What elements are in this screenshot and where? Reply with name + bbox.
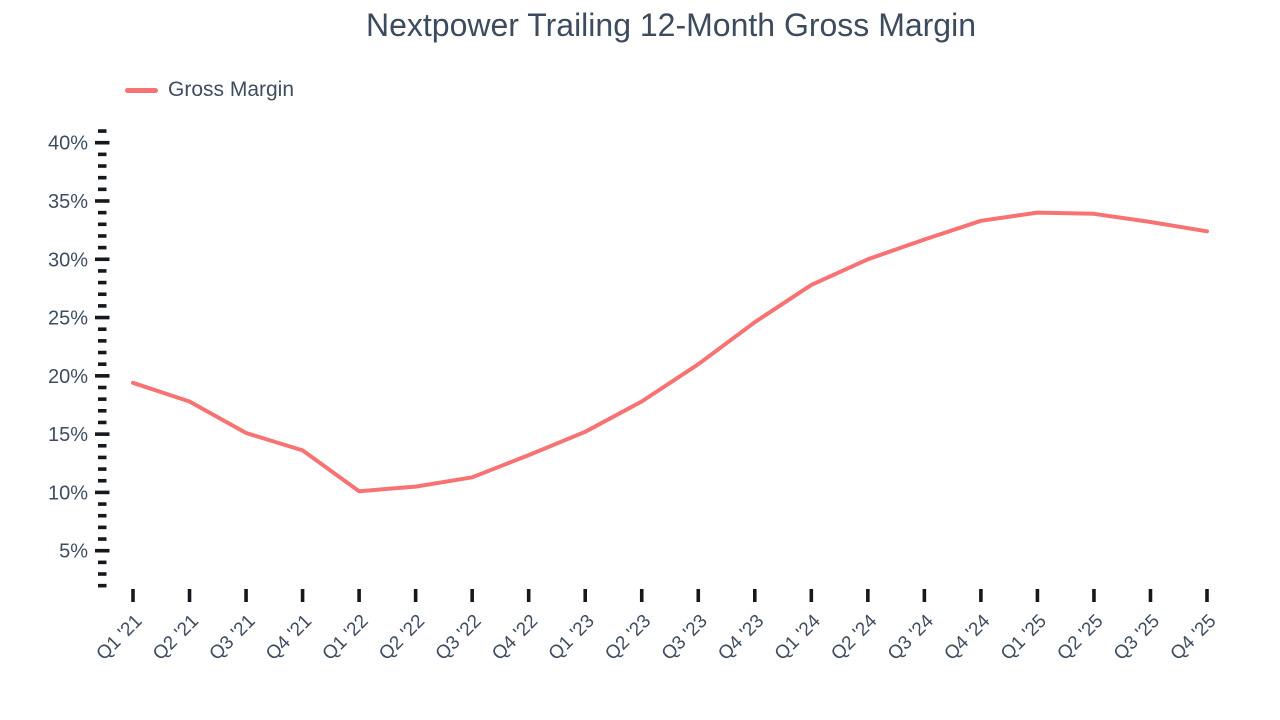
x-axis-tick-label: Q1 '23	[545, 611, 599, 665]
x-axis-tick-label: Q2 '23	[601, 611, 655, 665]
x-axis-tick-label: Q2 '25	[1053, 611, 1107, 665]
chart-title: Nextpower Trailing 12-Month Gross Margin	[365, 7, 976, 43]
x-axis-tick-label: Q1 '24	[771, 610, 825, 664]
y-axis-tick-label: 5%	[59, 541, 88, 563]
x-axis-tick-label: Q3 '25	[1110, 611, 1164, 665]
y-axis-tick-label: 40%	[48, 133, 88, 155]
x-axis-tick-label: Q4 '22	[488, 611, 542, 665]
x-axis-tick-label: Q3 '23	[658, 611, 712, 665]
y-axis-tick-label: 30%	[48, 249, 88, 271]
x-axis-tick-label: Q1 '22	[319, 611, 373, 665]
x-axis-tick-label: Q4 '21	[262, 611, 316, 665]
legend-label: Gross Margin	[168, 78, 295, 101]
x-axis-tick-label: Q4 '24	[940, 610, 994, 664]
y-axis-tick-label: 35%	[48, 191, 88, 213]
x-axis-tick-label: Q3 '24	[884, 610, 938, 664]
x-axis-tick-label: Q3 '22	[432, 611, 486, 665]
x-axis-tick-label: Q2 '21	[149, 611, 203, 665]
gross-margin-line	[131, 210, 1209, 494]
y-axis-tick-label: 15%	[48, 424, 88, 446]
y-axis-tick-label: 25%	[48, 308, 88, 330]
x-axis-tick-label: Q3 '21	[206, 611, 260, 665]
x-axis-tick-label: Q1 '25	[997, 611, 1051, 665]
y-axis-tick-label: 20%	[48, 366, 88, 388]
legend-line-swatch	[125, 87, 158, 93]
y-axis-tick-label: 10%	[48, 482, 88, 504]
legend: Gross Margin	[125, 77, 294, 103]
x-axis-tick-label: Q4 '25	[1167, 611, 1221, 665]
x-axis-tick-label: Q1 '21	[93, 611, 147, 665]
x-axis-tick-label: Q4 '23	[714, 611, 768, 665]
x-axis-tick-label: Q2 '22	[375, 611, 429, 665]
x-axis-tick-label: Q2 '24	[827, 610, 881, 664]
